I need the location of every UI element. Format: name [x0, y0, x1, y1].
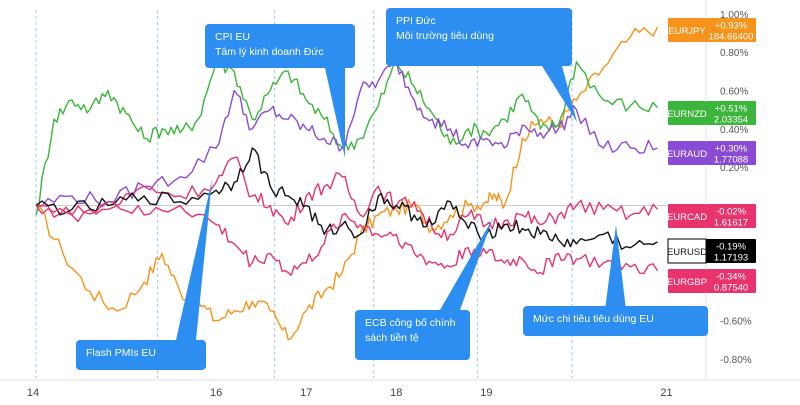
legend-price: 184.66400	[709, 32, 754, 43]
legend-series-name: EURUSD	[667, 247, 707, 258]
x-tick-label: 16	[210, 387, 222, 399]
legend-name-bg	[668, 18, 706, 42]
y-tick-label: 0.60%	[720, 87, 748, 98]
callout-text: Flash PMIs EU	[86, 347, 156, 359]
annotation-callout: Flash PMIs EU	[76, 180, 212, 370]
legend-price: 1.17193	[714, 253, 748, 264]
callout-pointer	[325, 68, 345, 158]
callout-text: sách tiền tệ	[365, 332, 419, 344]
y-tick-label: 0.20%	[720, 163, 748, 174]
annotation-callout: Mức chi tiêu tiêu dùng EU	[523, 225, 708, 336]
callout-box	[76, 340, 206, 370]
legend-change: +0.30%	[715, 144, 748, 155]
callout-box	[523, 306, 708, 336]
annotation-callout: ECB công bố chính sách tiền tệ	[355, 218, 493, 360]
legend-name-bg	[667, 238, 707, 264]
legend-value-bg	[706, 269, 756, 293]
y-tick-label: 0.40%	[720, 125, 748, 136]
legend-change: -0.02%	[716, 207, 747, 218]
legend-tag-eurnzd: EURNZD +0.51%2.03354	[667, 101, 756, 126]
x-tick-label: 14	[27, 387, 39, 399]
legend-name-bg	[668, 204, 706, 228]
callout-text: Mức chi tiêu tiêu dùng EU	[533, 313, 654, 325]
legend-series-name: EURAUD	[667, 149, 707, 160]
x-tick-label: 17	[300, 387, 312, 399]
x-tick-label: 19	[480, 387, 492, 399]
callout-pointer	[176, 180, 212, 340]
callout-text: Tâm lý kinh doanh Đức	[215, 46, 324, 58]
legend-tag-eurjpy: EURJPY +0.93%184.66400	[668, 18, 756, 43]
legend-price: 0.87540	[714, 283, 748, 294]
series-line-eurcad	[35, 156, 659, 242]
legend-value-bg	[706, 239, 756, 263]
legend-change: +0.93%	[715, 21, 748, 32]
series-line-eurnzd	[35, 59, 659, 216]
annotation-callout: PPI Đức Môi trường tiêu dùng	[386, 8, 577, 122]
callout-text: Môi trường tiêu dùng	[396, 30, 494, 42]
callout-box	[386, 8, 572, 66]
legend-value-bg	[706, 141, 756, 165]
callout-pointer	[440, 218, 493, 310]
y-tick-label: -0.60%	[720, 317, 752, 328]
y-tick-label: 0.80%	[720, 48, 748, 59]
legend-name-bg	[668, 101, 706, 125]
annotation-callout: CPI EU Tâm lý kinh doanh Đức	[205, 24, 355, 158]
legend-price: 1.77088	[714, 155, 748, 166]
legend-change: -0.19%	[716, 242, 747, 253]
callout-text: PPI Đức	[396, 15, 436, 27]
legend-change: +0.51%	[715, 104, 748, 115]
legend-price: 1.61617	[714, 218, 748, 229]
callout-text: CPI EU	[215, 31, 250, 43]
series-line-euraud	[35, 59, 658, 208]
legend-value-bg	[706, 204, 756, 228]
callout-pointer	[542, 66, 577, 122]
legend-name-bg	[668, 269, 706, 293]
legend-tag-eurgbp: EURGBP -0.34%0.87540	[667, 269, 756, 294]
legend-tag-eurusd: EURUSD -0.19%1.17193	[667, 238, 756, 264]
x-tick-label: 21	[660, 387, 672, 399]
callout-box	[205, 24, 355, 68]
y-tick-label: 1.00%	[720, 10, 748, 21]
legend-name-bg	[668, 141, 706, 165]
callout-text: ECB công bố chính	[365, 317, 456, 329]
legend-value-bg	[706, 101, 756, 125]
x-tick-label: 18	[390, 387, 402, 399]
legend-series-name: EURGBP	[667, 277, 707, 288]
legend-series-name: EURNZD	[667, 109, 707, 120]
legend-tag-eurcad: EURCAD -0.02%1.61617	[667, 204, 756, 229]
legend-tag-euraud: EURAUD +0.30%1.77088	[667, 141, 756, 166]
series-line-eurusd	[35, 147, 658, 251]
legend-series-name: EURCAD	[667, 212, 707, 223]
legend-price: 2.03354	[714, 115, 748, 126]
series-line-eurgbp	[35, 200, 659, 276]
legend-change: -0.34%	[716, 272, 747, 283]
legend-series-name: EURJPY	[668, 26, 706, 37]
legend-value-bg	[706, 18, 756, 42]
callout-pointer	[605, 225, 626, 306]
callout-box	[355, 310, 470, 360]
y-tick-label: -0.80%	[720, 355, 752, 366]
